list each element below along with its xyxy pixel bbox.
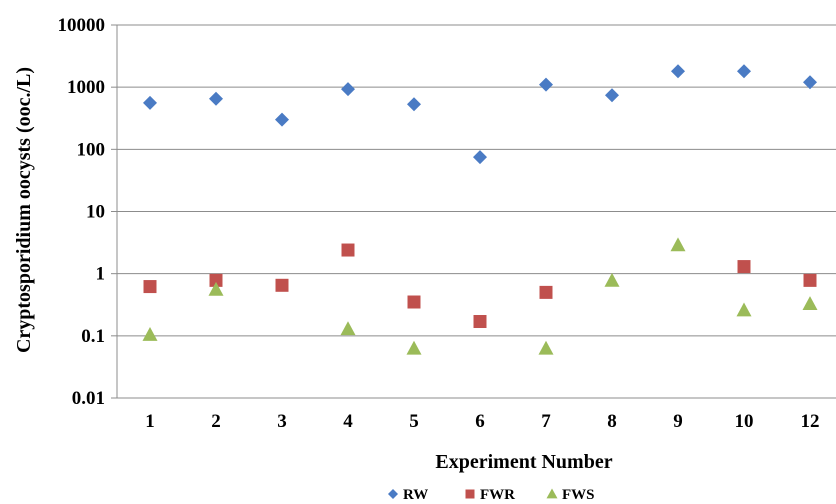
gridlines [117, 24, 836, 399]
data-points [142, 64, 818, 355]
data-point-rw [209, 91, 223, 106]
data-point-fws [736, 302, 752, 317]
legend-label-fws: FWS [562, 487, 595, 503]
data-point-fwr [539, 285, 553, 299]
y-tick-label: 0.1 [81, 326, 105, 347]
legend-label-fwr: FWR [480, 487, 515, 503]
data-point-rw [803, 75, 817, 90]
x-tick-label: 2 [211, 411, 221, 432]
data-point-rw [407, 97, 421, 112]
data-point-fwr [275, 278, 289, 292]
data-point-fws [340, 321, 356, 336]
data-point-rw [539, 77, 553, 92]
x-tick-label: 3 [277, 411, 287, 432]
x-tick-label: 12 [801, 411, 820, 432]
data-point-fws [604, 272, 620, 287]
y-axis-title: Cryptosporidium oocysts (ooc./L) [13, 67, 35, 353]
y-tick-labels: 0.01 0.1 1 10 100 1000 10000 [58, 15, 106, 409]
data-point-rw [143, 95, 157, 110]
data-point-fwr [143, 280, 157, 294]
data-point-fwr [209, 273, 223, 287]
data-point-fws [802, 296, 818, 310]
legend-label-rw: RW [403, 487, 428, 503]
data-point-rw [341, 82, 355, 97]
legend-marker-fws [546, 488, 558, 499]
data-point-fws [406, 340, 422, 355]
y-tick-label: 0.01 [72, 388, 105, 409]
data-point-fws [538, 340, 554, 355]
y-tick-label: 10 [86, 202, 105, 223]
y-tick-label: 1 [96, 264, 106, 285]
data-point-rw [737, 64, 751, 79]
legend-marker-fwr [465, 489, 475, 499]
data-point-rw [275, 112, 289, 127]
data-point-fwr [737, 260, 751, 274]
x-tick-label: 9 [673, 411, 683, 432]
data-point-rw [473, 150, 487, 165]
data-point-fwr [473, 315, 487, 329]
data-point-fws [670, 237, 686, 252]
data-point-fws [208, 281, 224, 296]
x-tick-label: 10 [735, 411, 754, 432]
x-tick-label: 5 [409, 411, 419, 432]
x-tick-label: 7 [541, 411, 551, 432]
data-point-fwr [803, 273, 817, 287]
x-tick-label: 6 [475, 411, 485, 432]
y-tick-label: 10000 [58, 15, 106, 36]
x-tick-label: 8 [607, 411, 617, 432]
data-point-fwr [341, 243, 355, 257]
x-tick-label: 1 [145, 411, 155, 432]
legend: RW FWR FWS [388, 487, 595, 503]
axes [111, 24, 836, 399]
data-point-fws [142, 327, 158, 341]
y-tick-label: 1000 [67, 77, 105, 98]
data-point-rw [671, 64, 685, 79]
y-tick-label: 100 [77, 139, 106, 160]
data-point-rw [605, 88, 619, 103]
x-tick-label: 4 [343, 411, 353, 432]
x-tick-labels: 1 2 3 4 5 6 7 8 9 10 12 [145, 411, 819, 432]
legend-marker-rw [388, 489, 398, 499]
data-point-fwr [407, 295, 421, 309]
x-axis-title: Experiment Number [435, 451, 612, 473]
